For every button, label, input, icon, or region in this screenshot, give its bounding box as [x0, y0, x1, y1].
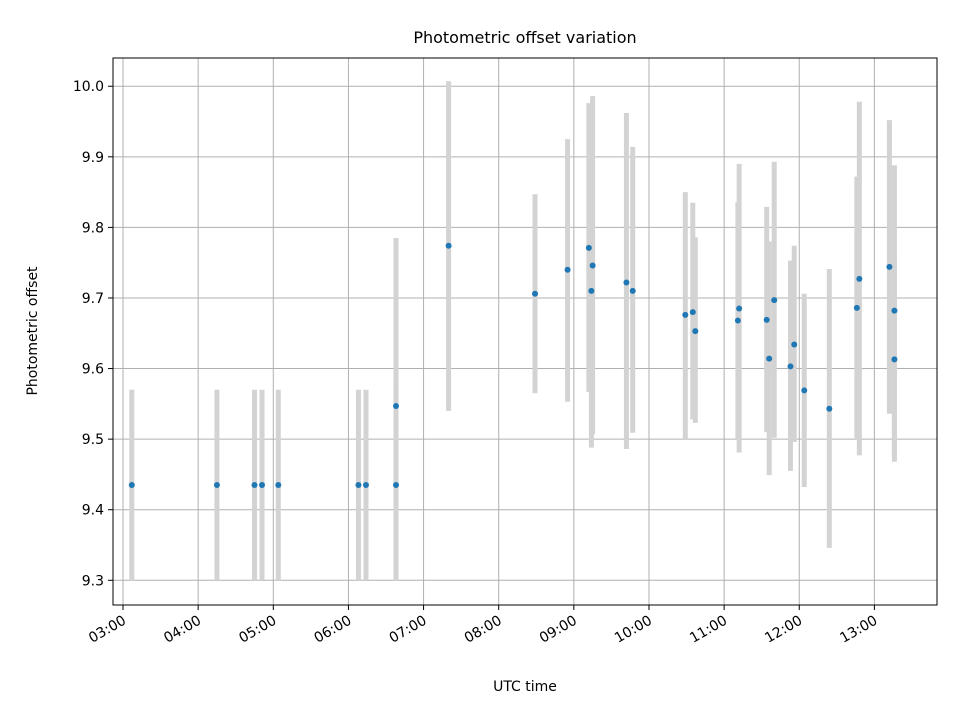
data-point [736, 305, 743, 312]
data-point [766, 355, 773, 362]
data-point [629, 287, 636, 294]
data-point [355, 482, 362, 489]
data-point [393, 482, 400, 489]
data-point [564, 266, 571, 273]
y-tick-label: 9.7 [82, 291, 104, 307]
data-point [588, 287, 595, 294]
data-point [445, 242, 452, 249]
data-point [589, 262, 596, 269]
y-tick-label: 10.0 [73, 79, 104, 95]
plot-frame [112, 57, 938, 606]
chart-title: Photometric offset variation [413, 28, 636, 47]
x-axis-label: UTC time [493, 679, 557, 695]
data-point [763, 316, 770, 323]
data-point [856, 275, 863, 282]
data-point [771, 297, 778, 304]
data-point [213, 482, 220, 489]
grid [113, 58, 937, 605]
data-points [128, 242, 898, 489]
data-point [689, 309, 696, 316]
data-point [623, 279, 630, 286]
data-point [393, 402, 400, 409]
data-point [251, 482, 258, 489]
data-point [128, 482, 135, 489]
data-point [791, 341, 798, 348]
y-tick-label: 9.5 [82, 432, 104, 448]
data-point [362, 482, 369, 489]
data-point [886, 263, 893, 270]
y-axis-label: Photometric offset [25, 266, 41, 396]
data-point [734, 317, 741, 324]
data-point [826, 405, 833, 412]
y-tick-label: 9.4 [82, 503, 104, 519]
data-point [891, 356, 898, 363]
data-point [532, 290, 539, 297]
data-point [682, 311, 689, 318]
y-tick-label: 9.6 [82, 362, 104, 378]
data-point [787, 363, 794, 370]
data-point [801, 387, 808, 394]
y-axis-ticks: 9.3 9.4 9.5 9.6 9.7 9.8 9.9 10.0 [73, 79, 113, 589]
data-point [275, 482, 282, 489]
y-tick-label: 9.8 [82, 220, 104, 236]
y-tick-label: 9.3 [82, 573, 104, 589]
y-tick-label: 9.9 [82, 150, 104, 166]
data-point [585, 244, 592, 251]
data-point [853, 304, 860, 311]
data-point [692, 328, 699, 335]
data-point [259, 482, 266, 489]
data-point [891, 307, 898, 314]
